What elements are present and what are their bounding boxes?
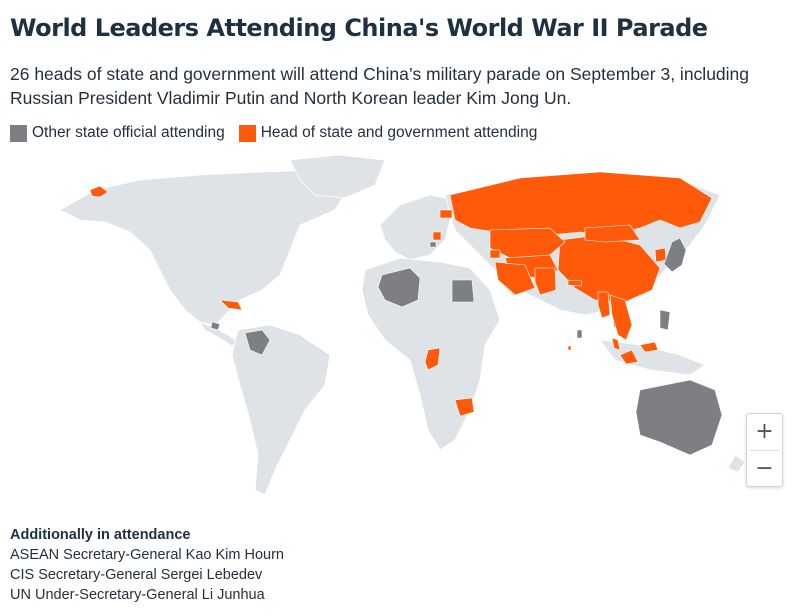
world-map[interactable]	[0, 150, 800, 510]
country-belarus[interactable]	[439, 209, 453, 219]
country-mongolia[interactable]	[584, 224, 641, 243]
country-cuba[interactable]	[219, 299, 243, 311]
notes-heading: Additionally in attendance	[10, 527, 191, 543]
north-america[interactable]	[59, 169, 351, 326]
attendee-cis: CIS Secretary-General Sergei Lebedev	[10, 567, 263, 583]
zoom-out-button[interactable]: −	[747, 451, 782, 487]
attendee-asean: ASEAN Secretary-General Kao Kim Hourn	[10, 547, 284, 563]
country-bosnia[interactable]	[429, 241, 437, 248]
legend-label-other-official: Other state official attending	[32, 124, 225, 141]
attendee-un: UN Under-Secretary-General Li Junhua	[10, 587, 265, 603]
country-algeria[interactable]	[377, 267, 421, 308]
country-venezuela[interactable]	[244, 329, 271, 356]
zoom-divider	[750, 450, 779, 451]
country-malaysia[interactable]	[611, 337, 659, 353]
country-serbia-slovakia[interactable]	[432, 231, 442, 241]
country-pakistan[interactable]	[534, 267, 557, 296]
country-philippines[interactable]	[659, 309, 671, 331]
country-iran[interactable]	[494, 261, 536, 296]
country-iceland-territory[interactable]	[89, 185, 109, 198]
legend-item-other-official: Other state official attending	[10, 124, 225, 142]
country-japan[interactable]	[663, 237, 687, 273]
new-zealand[interactable]	[727, 454, 746, 473]
country-azerbaijan-armenia[interactable]	[489, 249, 501, 259]
additional-attendees: Additionally in attendance ASEAN Secreta…	[10, 525, 284, 605]
country-australia[interactable]	[635, 379, 723, 456]
country-republic-of-congo[interactable]	[424, 347, 441, 371]
country-north-korea[interactable]	[654, 247, 667, 263]
country-maldives[interactable]	[567, 345, 572, 351]
south-america[interactable]	[231, 324, 331, 496]
legend-label-head-of-state: Head of state and government attending	[260, 124, 538, 141]
legend: Other state official attending Head of s…	[10, 124, 551, 142]
chart-title: World Leaders Attending China's World Wa…	[10, 14, 708, 42]
greenland[interactable]	[289, 154, 386, 199]
zoom-controls: + −	[746, 413, 783, 487]
legend-swatch-orange	[238, 124, 256, 142]
europe[interactable]	[379, 194, 456, 261]
country-myanmar[interactable]	[597, 291, 611, 319]
country-russia[interactable]	[449, 171, 713, 236]
country-egypt[interactable]	[451, 279, 475, 303]
legend-swatch-gray	[10, 124, 27, 142]
legend-item-head-of-state: Head of state and government attending	[238, 124, 538, 142]
country-sri-lanka[interactable]	[576, 329, 583, 339]
country-zimbabwe[interactable]	[454, 397, 475, 417]
country-nepal[interactable]	[567, 279, 583, 287]
zoom-in-button[interactable]: +	[747, 414, 782, 450]
country-indonesia[interactable]	[619, 349, 639, 365]
country-nicaragua[interactable]	[210, 321, 221, 331]
country-vietnam-laos-cambodia[interactable]	[609, 294, 633, 341]
chart-subtitle: 26 heads of state and government will at…	[10, 64, 750, 108]
